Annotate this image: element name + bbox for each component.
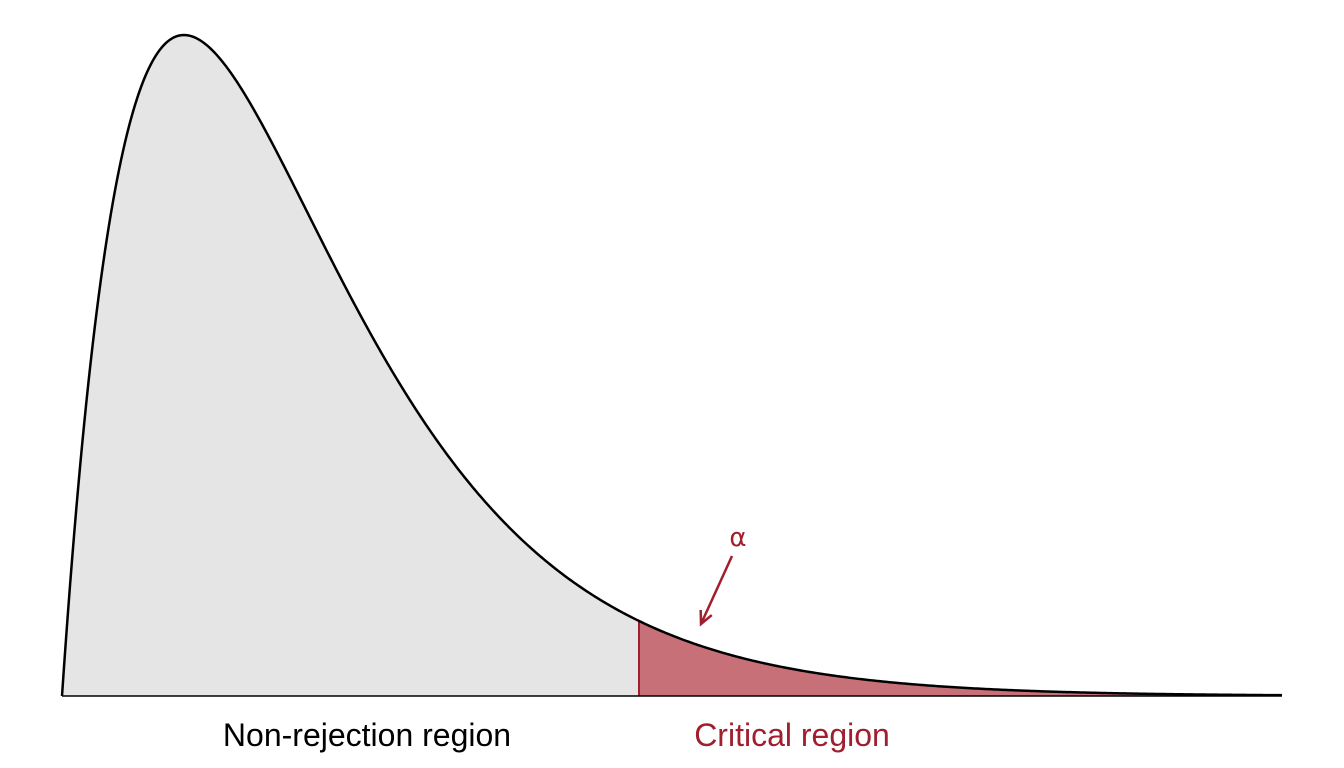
critical-region-label: Critical region <box>694 717 890 753</box>
alpha-label: α <box>729 523 746 553</box>
alpha-arrow-shaft <box>699 555 734 625</box>
alpha-arrow <box>699 555 734 627</box>
non-rejection-region-area <box>62 35 639 696</box>
non-rejection-region-label: Non-rejection region <box>223 717 511 753</box>
alpha-arrow-head <box>699 609 713 627</box>
critical-region-area <box>639 620 1282 696</box>
density-curve <box>60 33 1283 697</box>
